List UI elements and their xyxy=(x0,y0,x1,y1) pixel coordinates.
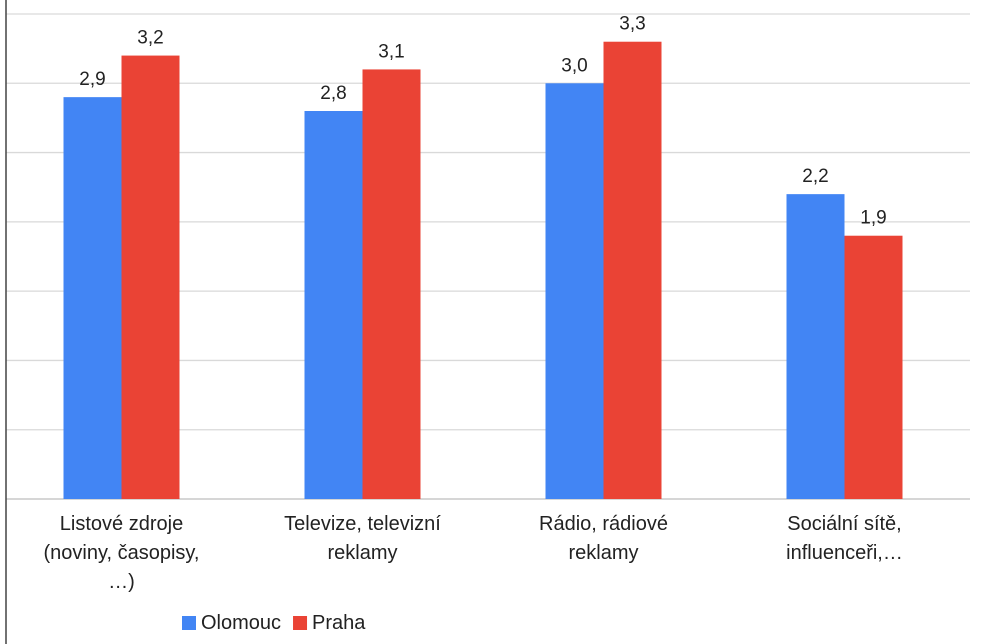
category-label-2-line-1: reklamy xyxy=(568,542,638,564)
bar-praha-3 xyxy=(844,235,903,499)
legend-swatch-olomouc xyxy=(182,616,196,630)
bar-olomouc-3 xyxy=(786,194,845,499)
category-label-3-line-1: influenceři,… xyxy=(786,542,903,564)
category-label-3-line-0: Sociální sítě, xyxy=(787,513,902,535)
category-label-1-line-0: Televize, televizní xyxy=(284,513,441,535)
data-label-olomouc-3: 2,2 xyxy=(802,166,828,187)
bar-praha-1 xyxy=(362,69,421,499)
legend-label-olomouc: Olomouc xyxy=(201,612,281,634)
data-label-praha-3: 1,9 xyxy=(860,208,886,229)
legend: Olomouc Praha xyxy=(182,612,366,634)
data-labels: 2,9 3,2 2,8 3,1 3,0 3,3 2,2 1,9 xyxy=(79,14,886,229)
bar-olomouc-0 xyxy=(63,97,122,500)
bars xyxy=(63,41,903,500)
data-label-olomouc-0: 2,9 xyxy=(79,69,105,90)
category-label-0-line-1: (noviny, časopisy, xyxy=(44,542,200,564)
bar-praha-0 xyxy=(121,55,180,499)
data-label-praha-2: 3,3 xyxy=(619,14,645,35)
category-label-2-line-0: Rádio, rádiové xyxy=(539,513,668,535)
bar-praha-2 xyxy=(603,41,662,499)
category-label-0-line-2: …) xyxy=(108,571,135,593)
data-label-olomouc-1: 2,8 xyxy=(320,83,346,104)
category-label-1-line-1: reklamy xyxy=(327,542,397,564)
data-label-olomouc-2: 3,0 xyxy=(561,55,587,76)
category-labels: Listové zdroje (noviny, časopisy, …) Televi… xyxy=(44,513,903,593)
category-label-0-line-0: Listové zdroje xyxy=(60,513,183,535)
legend-label-praha: Praha xyxy=(312,612,366,634)
legend-swatch-praha xyxy=(293,616,308,630)
data-label-praha-0: 3,2 xyxy=(137,28,163,49)
bar-olomouc-2 xyxy=(545,83,604,500)
data-label-praha-1: 3,1 xyxy=(378,41,404,62)
bar-olomouc-1 xyxy=(304,111,363,499)
